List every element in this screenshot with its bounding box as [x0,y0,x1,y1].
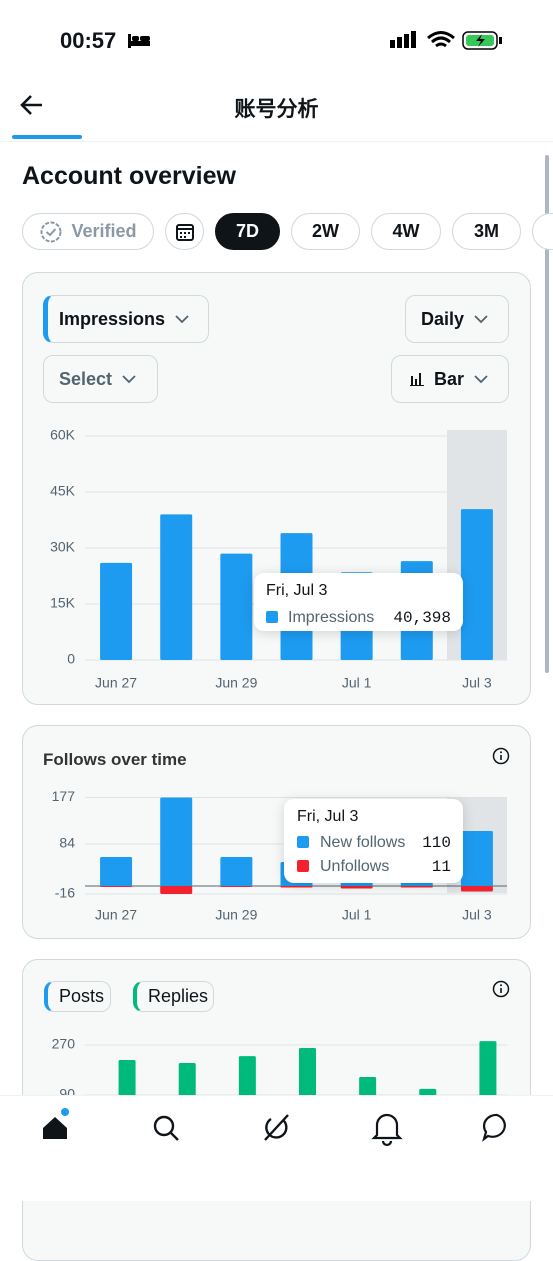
y-tick-label: 30K [50,539,76,555]
x-tick-label: Jun 27 [95,675,137,691]
bar [280,886,313,888]
bar [100,886,133,887]
notifications-tab[interactable] [371,1113,403,1147]
tooltip-label: New follows [320,834,405,851]
screen: 00:57 账号分析 Account overview Verified 7D … [0,28,553,1261]
notification-dot [61,1108,69,1116]
chip-label: Verified [71,221,137,241]
bar [160,514,193,660]
dropdown-label: Daily [421,308,465,329]
bar [460,886,493,892]
bar [400,886,433,888]
charts-layer: 0 15K 30K 45K 60K Jun 27 Jun 29 Jul 1 Jul 3 -16 84… [50,427,507,1120]
filter-chip[interactable]: 3M [452,213,521,250]
bar [220,886,253,887]
status-time: 00:57 [60,28,117,53]
nav-icons [43,1108,506,1147]
y-tick-label: 0 [67,651,75,667]
tab-indicator [12,135,82,139]
back-button[interactable] [18,93,44,117]
dropdown-label: Select [59,368,113,389]
metric-dropdown[interactable]: Impressions [43,295,209,343]
home-tab[interactable] [43,1117,67,1139]
tooltip-swatch [297,836,309,848]
x-tick-label: Jun 29 [215,907,257,923]
tooltip-label: Impressions [288,609,374,626]
filter-chip[interactable]: 2W [291,213,360,250]
y-tick-label: 177 [52,788,76,804]
legend-chip[interactable]: Posts [44,981,111,1012]
y-tick-label: 60K [50,427,76,443]
tooltip-value: 40,398 [393,609,451,627]
bar [160,886,193,894]
card-title: Follows over time [43,750,187,769]
tooltip [284,799,463,883]
status-icons [390,31,502,50]
search-tab[interactable] [153,1115,179,1141]
tooltip-title: Fri, Jul 3 [297,808,358,825]
bar [340,886,373,889]
dropdown-label: Impressions [59,308,166,329]
bar [220,553,253,660]
x-tick-label: Jul 3 [462,675,492,691]
bar [100,857,133,886]
header-title: 账号分析 [234,98,319,121]
interval-dropdown[interactable]: Daily [405,295,509,343]
style-dropdown[interactable]: Bar [391,355,509,403]
x-tick-label: Jul 3 [462,907,492,923]
y-tick-label: -16 [55,885,75,901]
messages-tab[interactable] [482,1113,506,1142]
compare-dropdown[interactable]: Select [43,355,158,403]
bottom-nav [0,1095,553,1201]
dropdown-label: Bar [434,368,465,389]
info-icon[interactable] [492,980,510,998]
tooltip-value: 110 [422,834,451,852]
bar [100,562,133,660]
scrollbar [545,155,549,673]
bar [220,857,253,886]
info-icon[interactable] [492,747,510,765]
x-tick-label: Jul 1 [342,675,372,691]
y-tick-label: 270 [52,1036,76,1052]
sleep-icon [128,34,150,48]
y-tick-label: 45K [50,483,76,499]
legend-chip[interactable]: Replies [133,981,214,1012]
filter-chip[interactable]: 4W [371,213,441,250]
y-tick-label: 84 [59,835,75,851]
bar [160,797,193,886]
y-tick-label: 15K [50,595,76,611]
tooltip-label: Unfollows [320,858,389,875]
filter-chip[interactable]: 7D [215,213,280,250]
tooltip-swatch [297,860,309,872]
section-title: Account overview [22,162,236,190]
tooltip [254,573,463,631]
bar [460,509,493,660]
tooltip-swatch [266,611,278,623]
x-tick-label: Jun 29 [215,675,257,691]
tooltip-value: 11 [432,858,451,876]
x-tick-label: Jun 27 [95,907,137,923]
filter-chip[interactable]: Verified [22,213,154,250]
grok-tab[interactable] [264,1114,289,1141]
tooltip-title: Fri, Jul 3 [266,582,327,599]
calendar-chip[interactable] [165,213,204,250]
bar [460,831,493,886]
x-tick-label: Jul 1 [342,907,372,923]
divider [0,141,553,142]
